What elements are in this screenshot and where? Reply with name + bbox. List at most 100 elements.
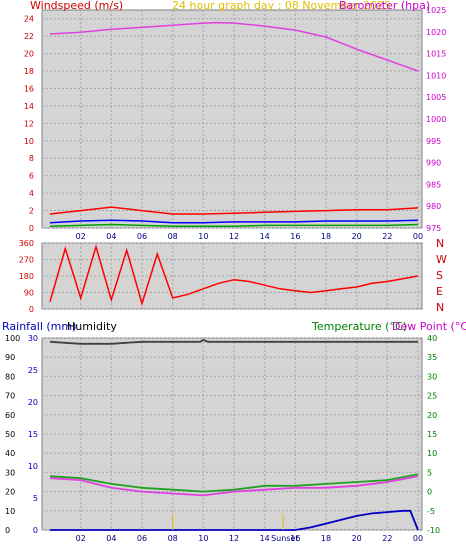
rain-tick-label: 25 [28,366,38,375]
x-tick-label: 20 [352,534,362,543]
series-line-bottom-3 [50,509,419,531]
grid-top [42,10,422,229]
rain-tick-label: 20 [28,398,38,407]
wind-tick-label: 2 [29,207,34,216]
humidity-tick-label: 60 [5,411,15,420]
rain-tick-label: 30 [28,334,38,343]
x-tick-label: 06 [137,232,147,241]
direction-tick-label: 0 [29,305,34,314]
humidity-tick-label: 100 [5,334,20,343]
x-tick-label: 12 [229,534,239,543]
baro-tick-label: 1015 [426,50,446,59]
compass-label: W [436,253,447,266]
compass-label: N [436,237,444,250]
series-line-top-1 [49,206,419,215]
wind-tick-label: 8 [29,154,34,163]
baro-tick-label: 985 [426,180,441,189]
humidity-tick-label: 80 [5,372,15,381]
wind-tick-label: 12 [24,119,34,128]
grid-bottom [42,337,422,531]
x-tick-label: 16 [290,534,300,543]
direction-tick-label: 90 [24,289,34,298]
series-line-bottom-2 [49,475,419,497]
x-tick-label: 16 [290,232,300,241]
rain-tick-label: 0 [33,526,38,535]
series-line-top-3 [49,223,419,228]
temp-tick-label: 20 [427,411,437,420]
dewpoint-axis-label: Dew Point (°C) [392,320,466,333]
direction-tick-label: 180 [19,272,34,281]
wind-tick-label: 16 [24,84,34,93]
temp-tick-label: 40 [427,334,437,343]
temp-tick-label: 10 [427,449,437,458]
humidity-tick-label: 40 [5,449,15,458]
compass-label: S [436,269,443,282]
baro-tick-label: 995 [426,137,441,146]
grid-middle [42,242,422,310]
baro-tick-label: 990 [426,159,441,168]
humidity-tick-label: 50 [5,430,15,439]
temp-tick-label: 35 [427,353,437,362]
x-tick-label: 22 [382,534,392,543]
rain-tick-label: 15 [28,430,38,439]
temp-tick-label: 0 [427,488,432,497]
wind-tick-label: 4 [29,189,34,198]
temperature-axis-label: Temperature (°C) [311,320,407,333]
wind-tick-label: 20 [24,50,34,59]
annotations: Sunset [172,514,299,543]
baro-tick-label: 980 [426,202,441,211]
series-line-top-0 [49,21,419,72]
x-tick-label: 18 [321,232,331,241]
temp-tick-label: -5 [427,507,435,516]
humidity-tick-label: 70 [5,392,15,401]
wind-tick-label: 10 [24,137,34,146]
x-tick-label: 18 [321,534,331,543]
wind-tick-label: 22 [24,32,34,41]
baro-tick-label: 1020 [426,28,446,37]
humidity-tick-label: 20 [5,488,15,497]
compass-label: N [436,301,444,314]
series-line-bottom-1 [49,473,419,493]
temp-tick-label: -10 [427,526,440,535]
rain-tick-label: 5 [33,494,38,503]
x-tick-label: 22 [382,232,392,241]
direction-tick-label: 360 [19,239,34,248]
temp-tick-label: 30 [427,372,437,381]
humidity-tick-label: 0 [5,526,10,535]
wind-tick-label: 6 [29,172,34,181]
humidity-tick-label: 10 [5,507,15,516]
x-tick-label: 14 [260,232,270,241]
baro-tick-label: 1005 [426,93,446,102]
series-line-bottom-0 [49,338,418,345]
sunset-label: Sunset [271,534,298,543]
wind-tick-label: 24 [24,15,34,24]
compass-label: E [436,285,443,298]
x-tick-label: 00 [413,534,423,543]
x-tick-label: 04 [106,232,116,241]
x-tick-label: 20 [352,232,362,241]
rain-tick-label: 10 [28,462,38,471]
x-tick-label: 14 [260,534,270,543]
rainfall-axis-label: Rainfall (mm) [2,320,76,333]
x-tick-label: 08 [168,534,178,543]
x-tick-label: 08 [168,232,178,241]
humidity-tick-label: 90 [5,353,15,362]
series-lines [49,21,419,531]
baro-tick-label: 1025 [426,6,446,15]
tick-labels: 0246810121416182022249759809859909951000… [5,6,447,543]
humidity-tick-label: 30 [5,468,15,477]
windspeed-axis-label: Windspeed (m/s) [30,0,123,12]
temp-tick-label: 25 [427,392,437,401]
x-tick-label: 12 [229,232,239,241]
wind-tick-label: 18 [24,67,34,76]
temp-tick-label: 15 [427,430,437,439]
baro-tick-label: 975 [426,224,441,233]
wind-tick-label: 14 [24,102,34,111]
series-line-direction [49,244,419,307]
x-tick-label: 02 [76,534,86,543]
x-tick-label: 06 [137,534,147,543]
x-tick-label: 02 [76,232,86,241]
temp-tick-label: 5 [427,468,432,477]
x-tick-label: 10 [198,534,208,543]
